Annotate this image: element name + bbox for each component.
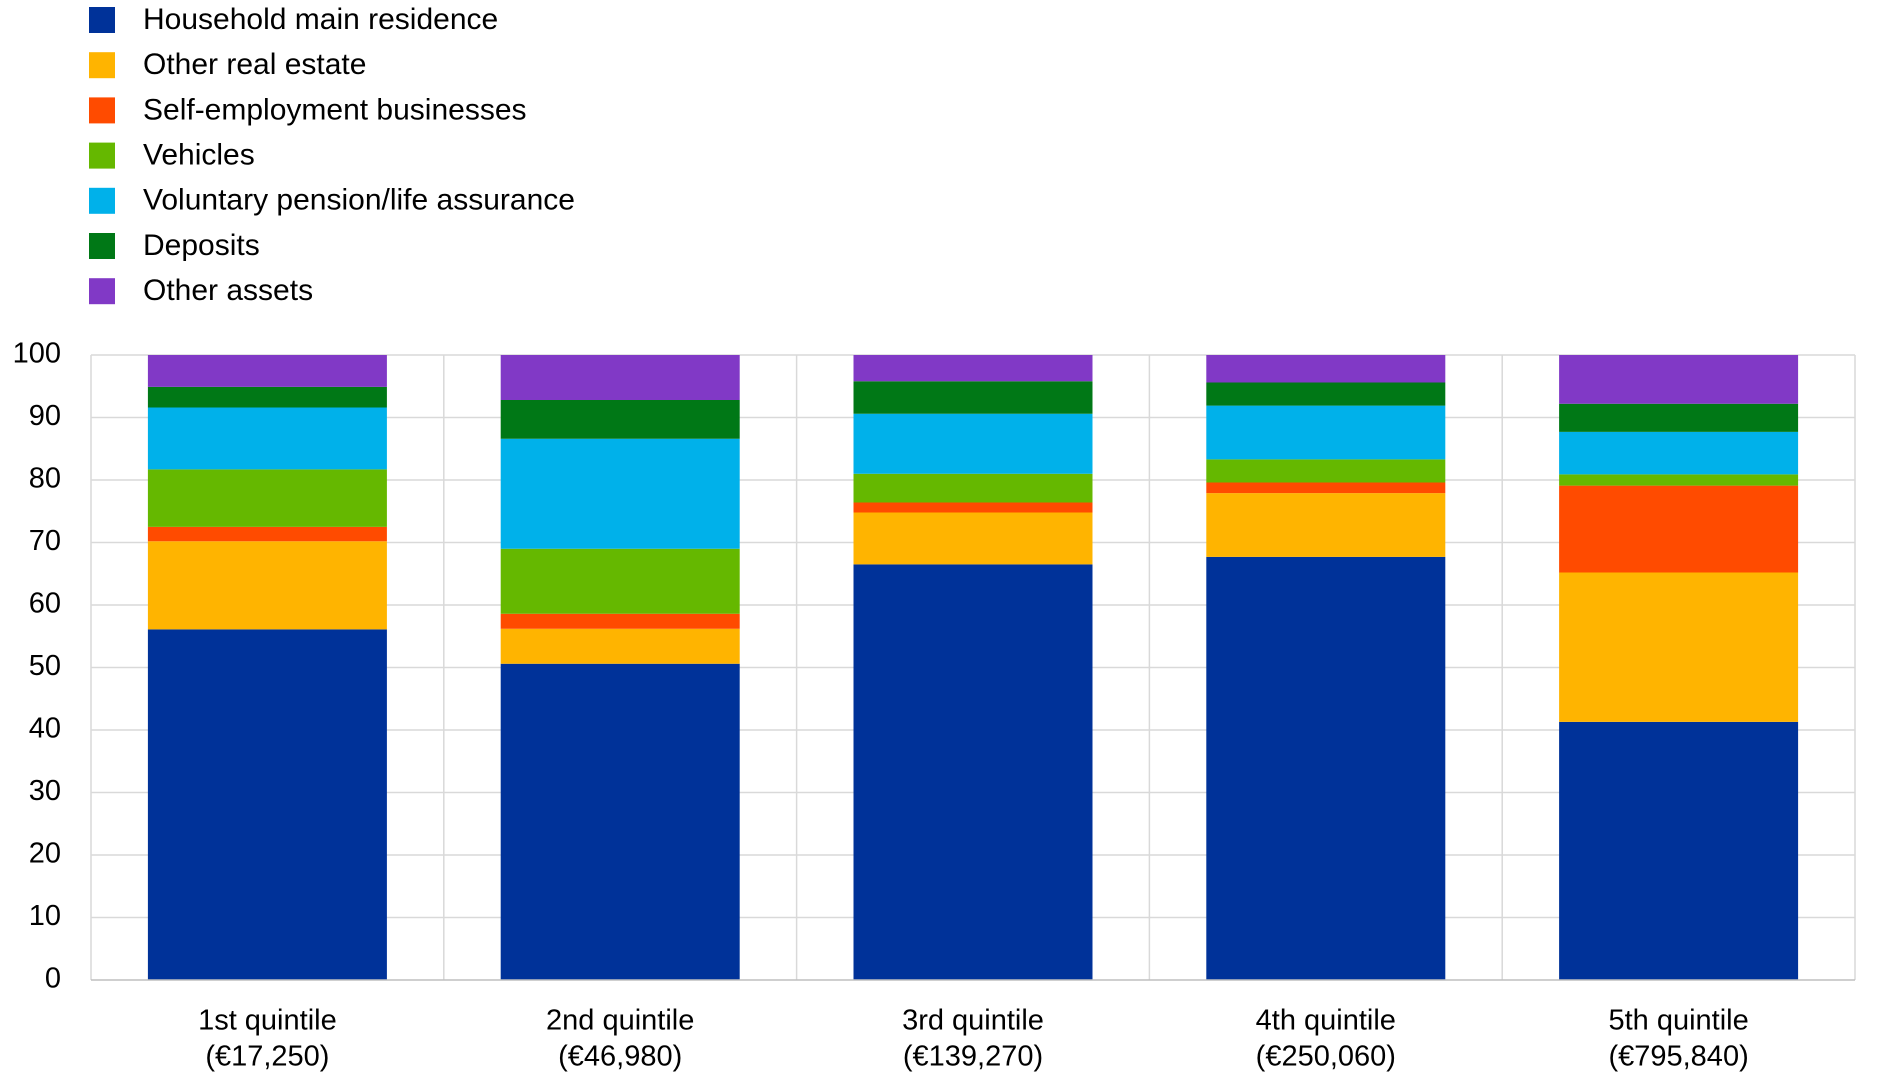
x-tick-label: (€139,270) [903, 1041, 1043, 1073]
bar-segment [500, 438, 740, 549]
x-tick-label: 5th quintile [1608, 1005, 1748, 1037]
bar-segment [147, 407, 387, 470]
bar-segment [853, 564, 1093, 980]
y-tick-label: 40 [29, 713, 61, 745]
bar-segment [853, 473, 1093, 503]
bar-stack [853, 355, 1093, 980]
legend-label: Voluntary pension/life assurance [143, 184, 575, 217]
bar-segment [1206, 482, 1446, 494]
legend-swatch [89, 233, 115, 259]
bar-segment [853, 355, 1093, 382]
bar-segment [500, 548, 740, 614]
bar-segment [853, 512, 1093, 565]
bar-segment [1559, 572, 1799, 722]
legend-swatch [89, 278, 115, 305]
bar-segment [500, 628, 740, 664]
bar-segment [1559, 474, 1799, 486]
bar-segment [500, 400, 740, 439]
y-tick-label: 100 [13, 338, 61, 370]
legend: Household main residence Other real estat… [89, 3, 575, 307]
legend-label: Household main residence [143, 3, 498, 36]
y-tick-label: 30 [29, 775, 61, 807]
bar-segment [147, 526, 387, 542]
bar-segment [1206, 556, 1446, 980]
legend-swatch [89, 7, 115, 33]
y-tick-label: 80 [29, 463, 61, 495]
x-tick-label: (€17,250) [205, 1041, 329, 1073]
bar-segment [500, 613, 740, 629]
y-tick-label: 20 [29, 838, 61, 870]
bar-segment [1559, 403, 1799, 432]
bar-stack [1206, 355, 1446, 980]
axes: 0 10 20 30 40 50 60 70 80 90 100 1st quintile (€17,2… [13, 338, 1855, 1073]
y-tick-label: 10 [29, 900, 61, 932]
legend-item: Other real estate [89, 48, 366, 81]
y-tick-label: 50 [29, 650, 61, 682]
legend-label: Vehicles [143, 139, 255, 172]
x-tick-label: 4th quintile [1256, 1005, 1396, 1037]
bar-segment [1559, 431, 1799, 475]
bar-segment [1206, 459, 1446, 483]
legend-item: Self-employment businesses [89, 93, 527, 126]
legend-label: Other assets [143, 274, 313, 307]
legend-swatch [89, 52, 115, 79]
legend-swatch [89, 187, 115, 214]
bar-stack [500, 355, 740, 980]
legend-swatch [89, 142, 115, 169]
bar-segment [1206, 493, 1446, 557]
bar-segment [500, 663, 740, 980]
bar-segment [147, 386, 387, 408]
x-tick-label: (€250,060) [1256, 1041, 1396, 1073]
x-tick-label: (€795,840) [1608, 1041, 1748, 1073]
bar-segment [1559, 355, 1799, 404]
bar-segment [1206, 382, 1446, 406]
bar-stack [1559, 355, 1799, 980]
x-tick-label: 3rd quintile [902, 1005, 1044, 1037]
bar-segment [853, 413, 1093, 474]
bar-segment [1206, 405, 1446, 460]
legend-item: Household main residence [89, 3, 498, 36]
bar-segment [147, 469, 387, 527]
legend-label: Self-employment businesses [143, 93, 527, 126]
y-tick-label: 60 [29, 588, 61, 620]
legend-item: Voluntary pension/life assurance [89, 184, 575, 217]
legend-label: Other real estate [143, 48, 366, 81]
bars [147, 355, 1799, 980]
y-tick-label: 90 [29, 400, 61, 432]
x-tick-label: 2nd quintile [546, 1005, 694, 1037]
bar-stack [147, 355, 387, 980]
bar-segment [147, 629, 387, 980]
legend-item: Vehicles [89, 139, 255, 172]
x-tick-label: (€46,980) [558, 1041, 682, 1073]
legend-swatch [89, 97, 115, 124]
bar-segment [853, 502, 1093, 513]
bar-segment [1206, 355, 1446, 383]
bar-segment [147, 355, 387, 387]
bar-segment [500, 355, 740, 400]
y-tick-label: 0 [45, 963, 61, 995]
bar-segment [853, 381, 1093, 414]
y-tick-label: 70 [29, 525, 61, 557]
legend-label: Deposits [143, 229, 260, 262]
bar-segment [1559, 721, 1799, 980]
bar-segment [1559, 485, 1799, 573]
legend-item: Other assets [89, 274, 313, 307]
bar-segment [147, 541, 387, 630]
x-tick-label: 1st quintile [198, 1005, 337, 1037]
legend-item: Deposits [89, 229, 260, 262]
